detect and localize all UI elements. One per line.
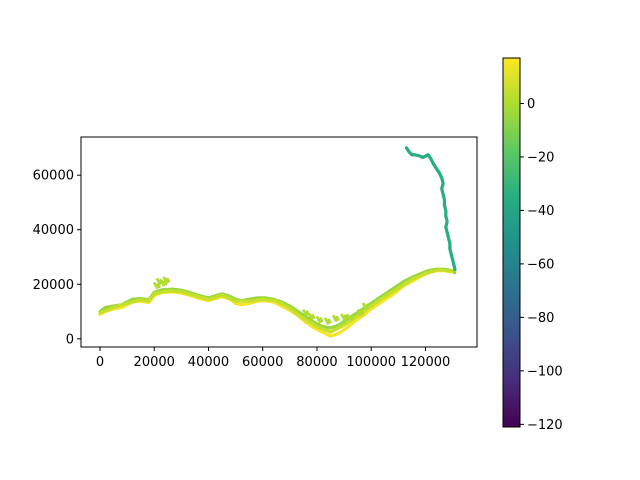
colorbar-tick-label: −100 — [527, 364, 563, 379]
series-scatter-patches — [153, 276, 370, 325]
data-point — [453, 271, 457, 275]
x-tick-label: 60000 — [242, 355, 283, 370]
plot-frame — [80, 136, 478, 348]
data-point — [157, 285, 161, 289]
y-axis: 0 20000 40000 60000 — [33, 169, 81, 347]
colorbar-gradient — [503, 58, 520, 427]
x-tick-label: 0 — [96, 355, 104, 370]
data-point — [453, 267, 457, 272]
y-tick-label: 60000 — [33, 169, 74, 184]
x-tick-label: 120000 — [401, 355, 451, 370]
data-point — [350, 317, 354, 321]
scatter-plot: 0 20000 40000 60000 80000 100000 120000 0 20000… — [33, 136, 478, 370]
plot-area — [81, 137, 477, 347]
series-northern-branch — [404, 146, 457, 272]
data-point — [312, 315, 316, 319]
colorbar-tick-label: −20 — [527, 150, 554, 165]
x-axis: 0 20000 40000 60000 80000 100000 120000 — [96, 347, 450, 370]
colorbar-tick-label: −60 — [527, 257, 554, 272]
colorbar-frame — [502, 57, 521, 428]
y-tick-label: 20000 — [33, 278, 74, 293]
colorbar-tick-label: −120 — [527, 418, 563, 433]
colorbar: 0 −20 −40 −60 −80 −100 −120 — [502, 57, 563, 433]
data-point — [328, 320, 332, 324]
data-point — [361, 312, 365, 316]
data-point — [320, 319, 324, 323]
x-tick-label: 20000 — [134, 355, 175, 370]
y-tick-label: 0 — [66, 332, 74, 347]
data-point — [336, 317, 340, 321]
y-tick-label: 40000 — [33, 223, 74, 238]
data-point — [167, 279, 171, 283]
data-point — [449, 269, 454, 273]
colorbar-ticks: 0 −20 −40 −60 −80 −100 −120 — [520, 97, 563, 433]
colorbar-tick-label: −40 — [527, 204, 554, 219]
x-tick-label: 100000 — [346, 355, 396, 370]
data-point — [366, 305, 370, 309]
colorbar-tick-label: 0 — [527, 97, 535, 112]
data-points — [98, 146, 457, 338]
x-tick-label: 40000 — [188, 355, 229, 370]
colorbar-tick-label: −80 — [527, 311, 554, 326]
x-tick-label: 80000 — [296, 355, 337, 370]
